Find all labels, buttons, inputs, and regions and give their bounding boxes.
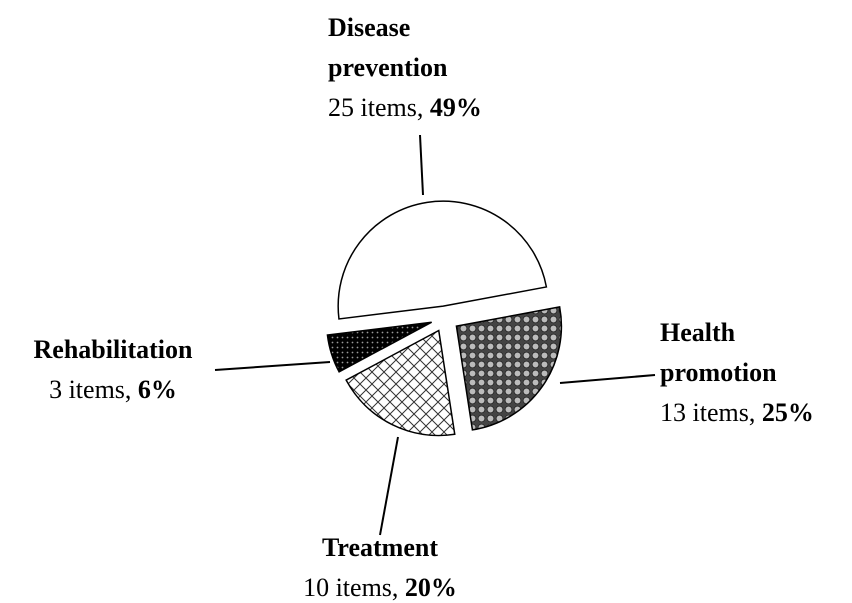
pie-slice	[326, 321, 433, 373]
pie-slice	[345, 329, 456, 437]
pie-slice	[455, 306, 563, 431]
leader-line	[214, 361, 331, 371]
count-label: 25 items,	[328, 93, 424, 122]
slice-label: Health promotion 13 items, 25%	[660, 313, 850, 433]
count-label: 13 items,	[660, 398, 756, 427]
slice-label: Disease prevention 25 items, 49%	[328, 8, 528, 128]
pie-slice	[337, 200, 548, 320]
leader-line	[419, 134, 424, 196]
count-label: 3 items,	[49, 375, 132, 404]
percent-label: 20%	[404, 573, 457, 602]
category-label: Health promotion	[660, 318, 777, 387]
category-label: Rehabilitation	[33, 335, 193, 364]
percent-label: 25%	[761, 398, 814, 427]
percent-label: 6%	[137, 375, 177, 404]
category-label: Treatment	[322, 533, 438, 562]
leader-line	[559, 374, 656, 384]
slice-label: Treatment 10 items, 20%	[250, 528, 510, 603]
count-label: 10 items,	[303, 573, 399, 602]
leader-line	[379, 436, 399, 536]
percent-label: 49%	[429, 93, 482, 122]
category-label: Disease prevention	[328, 13, 448, 82]
slice-label: Rehabilitation 3 items, 6%	[0, 330, 226, 410]
